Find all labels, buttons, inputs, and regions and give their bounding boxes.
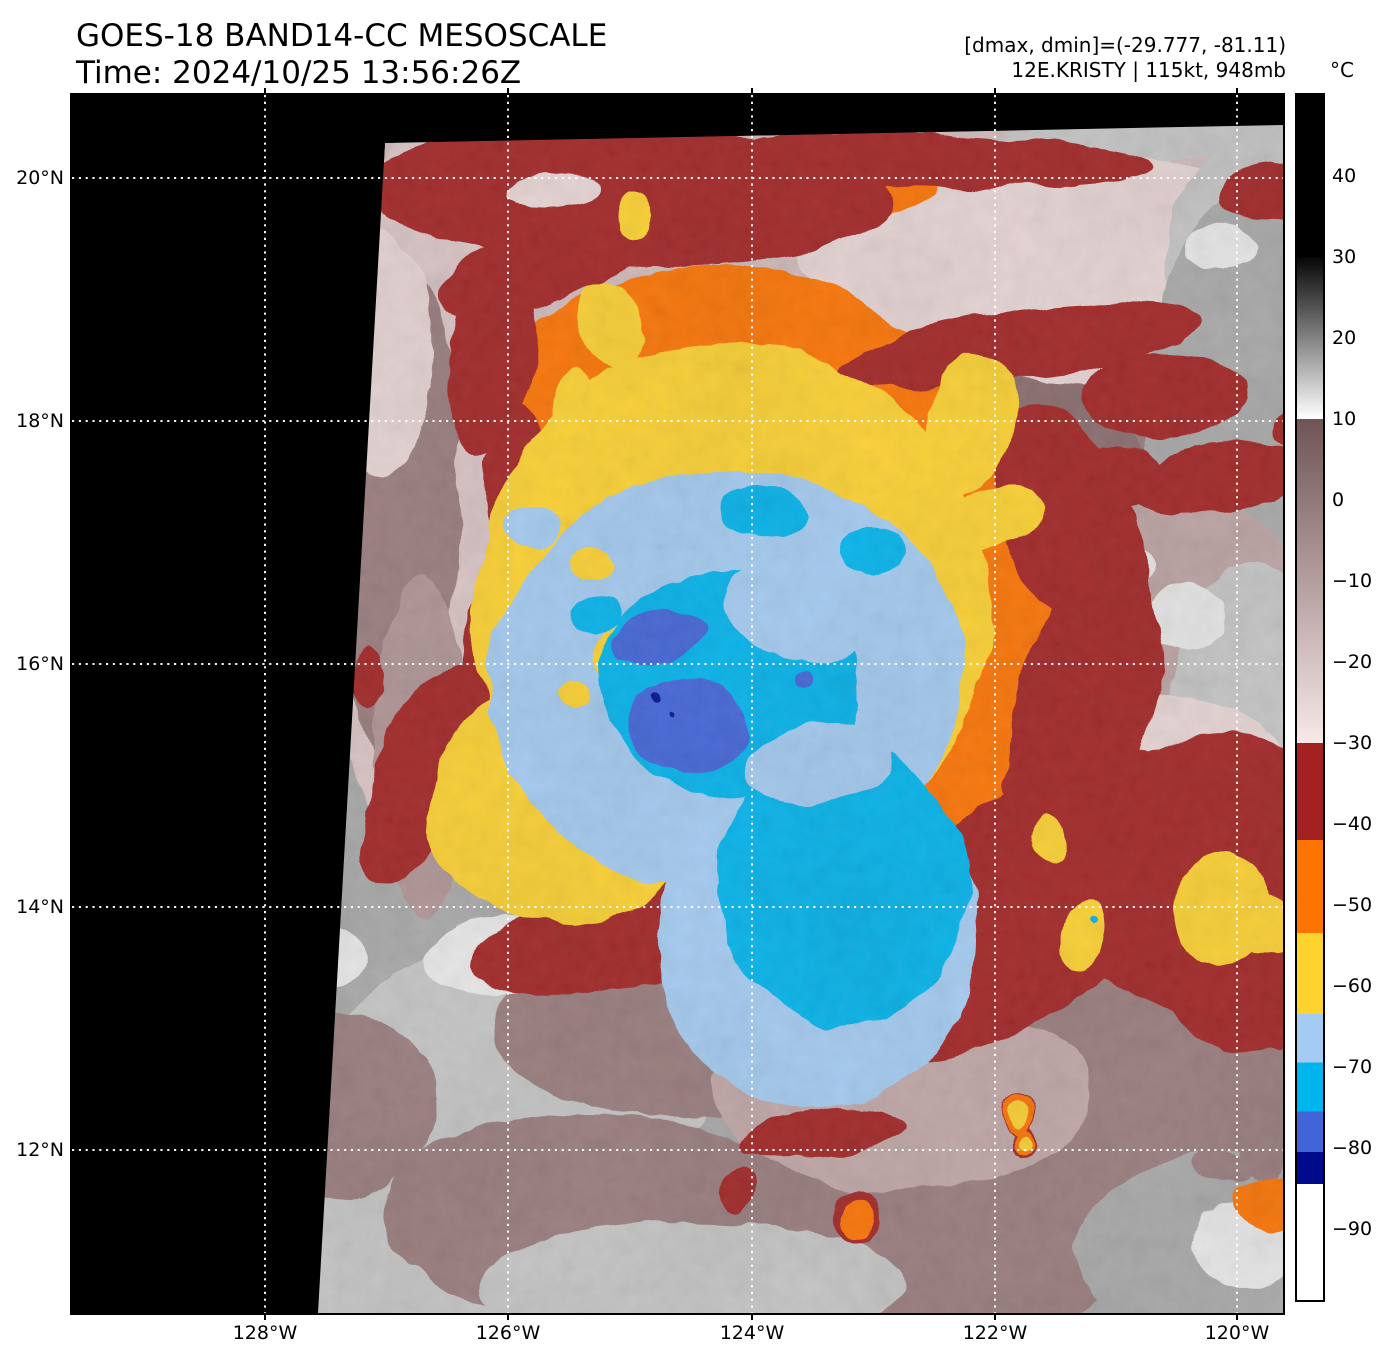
axis-tick-mark — [994, 88, 996, 93]
satellite-image — [72, 95, 1283, 1313]
colorbar-tick-label: −30 — [1332, 731, 1373, 754]
page-title: GOES-18 BAND14-CC MESOSCALE — [76, 18, 608, 54]
lon-tick-label: 126°W — [475, 1322, 541, 1344]
lon-tick-label: 122°W — [962, 1322, 1028, 1344]
colorbar-tick-label: 30 — [1332, 245, 1357, 268]
colorbar — [1295, 93, 1325, 1302]
dmax-dmin-annotation: [dmax, dmin]=(-29.777, -81.11) — [964, 33, 1286, 57]
colorbar-tick-label: −40 — [1332, 812, 1373, 835]
axis-tick-mark — [264, 1315, 266, 1320]
lat-tick-label: 18°N — [16, 410, 64, 432]
colorbar-tick-label: −10 — [1332, 569, 1373, 592]
lon-tick-label: 124°W — [719, 1322, 785, 1344]
lon-tick-label: 120°W — [1204, 1322, 1270, 1344]
satellite-map-plot: Copyright © 2020-2024 Dapiya — [70, 93, 1285, 1315]
axis-tick-mark — [751, 1315, 753, 1320]
colorbar-tick-label: −80 — [1332, 1136, 1373, 1159]
colorbar-tick-label: 10 — [1332, 407, 1357, 430]
colorbar-tick-label: −60 — [1332, 974, 1373, 997]
axis-tick-mark — [994, 1315, 996, 1320]
lat-tick-label: 20°N — [16, 167, 64, 189]
colorbar-tick-label: 0 — [1332, 488, 1345, 511]
lat-tick-label: 14°N — [16, 896, 64, 918]
colorbar-unit-label: °C — [1330, 58, 1354, 82]
axis-tick-mark — [1236, 1315, 1238, 1320]
storm-annotation: 12E.KRISTY | 115kt, 948mb — [1011, 58, 1286, 82]
axis-tick-mark — [264, 88, 266, 93]
colorbar-tick-label: −90 — [1332, 1217, 1373, 1240]
axis-tick-mark — [1236, 88, 1238, 93]
timestamp: Time: 2024/10/25 13:56:26Z — [76, 55, 522, 91]
axis-tick-mark — [751, 88, 753, 93]
lat-tick-label: 16°N — [16, 653, 64, 675]
colorbar-tick-label: 20 — [1332, 326, 1357, 349]
axis-tick-mark — [507, 1315, 509, 1320]
lon-tick-label: 128°W — [232, 1322, 298, 1344]
latlon-gridlines — [72, 95, 1283, 1313]
lat-tick-label: 12°N — [16, 1139, 64, 1161]
colorbar-tick-label: −50 — [1332, 893, 1373, 916]
colorbar-tick-label: 40 — [1332, 164, 1357, 187]
colorbar-tick-label: −70 — [1332, 1055, 1373, 1078]
axis-tick-mark — [507, 88, 509, 93]
colorbar-tick-label: −20 — [1332, 650, 1373, 673]
